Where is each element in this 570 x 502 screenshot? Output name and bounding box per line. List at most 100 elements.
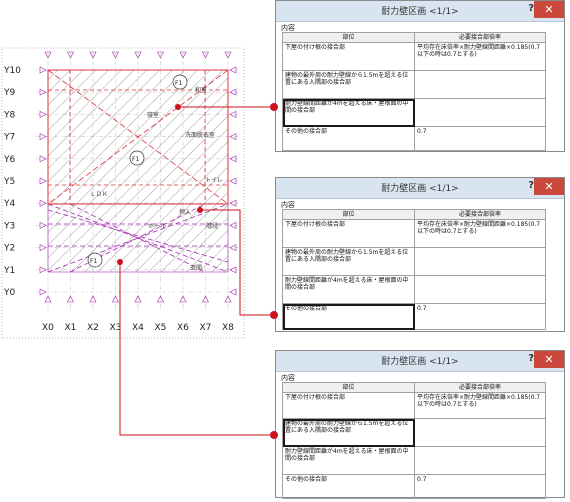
cell-rate[interactable] (414, 446, 546, 475)
room-label-toilet: トイレ (205, 177, 223, 184)
axis-marker (134, 51, 142, 59)
cell-rate[interactable]: 平均存在床倍率×耐力壁線間距離×0.185(0.7以下の時は0.7とする) (414, 219, 546, 248)
axis-marker (39, 177, 47, 185)
y-axis-label: Y9 (3, 88, 15, 98)
cell-part[interactable]: 建物の最外周の耐力壁線から1.5mを超える位置にある入隅部の接合部 (282, 247, 415, 276)
wall-section-dialog-2[interactable]: 耐力壁区画 <1/1> ? ✕ 内容 部位 必要接合部倍率 下屋の付け根の接合部… (275, 177, 565, 332)
dialog-title-bar[interactable]: 耐力壁区画 <1/1> ? ✕ (276, 178, 564, 199)
table-header-row: 部位 必要接合部倍率 (282, 382, 546, 393)
table-row[interactable]: 建物の最外周の耐力壁線から1.5mを超える位置にある入隅部の接合部 (282, 418, 546, 447)
x-axis-label: X4 (132, 323, 144, 333)
cell-rate[interactable]: 0.7 (414, 126, 546, 151)
cell-part-selected[interactable]: その他の接合部 (282, 303, 415, 330)
axis-marker (229, 88, 237, 96)
cell-part-selected[interactable]: 耐力壁線間距離が4mを超える床・屋根面の中間の接合部 (282, 98, 415, 127)
help-button[interactable]: ? (528, 353, 534, 364)
axis-markers (39, 51, 237, 303)
x-axis-label: X3 (110, 323, 122, 333)
upper-partition-lines (47, 69, 229, 205)
dialog-title-bar[interactable]: 耐力壁区画 <1/1> ? ✕ (276, 1, 564, 22)
axis-marker (202, 51, 209, 59)
table-row[interactable]: 下屋の付け根の接合部 平均存在床倍率×耐力壁線間距離×0.185(0.7以下の時… (282, 42, 546, 71)
cell-part[interactable]: 建物の最外周の耐力壁線から1.5mを超える位置にある入隅部の接合部 (282, 70, 415, 99)
room-label-ldk: ＬＤＫ (90, 191, 108, 198)
axis-marker (89, 51, 97, 59)
table-row[interactable]: その他の接合部 0.7 (282, 126, 546, 151)
cell-rate[interactable]: 平均存在床倍率×耐力壁線間距離×0.185(0.7以下の時は0.7とする) (414, 392, 546, 419)
y-axis-label: Y2 (3, 244, 15, 254)
table-row[interactable]: 下屋の付け根の接合部 平均存在床倍率×耐力壁線間距離×0.185(0.7以下の時… (282, 219, 546, 248)
cell-rate[interactable]: 平均存在床倍率×耐力壁線間距離×0.185(0.7以下の時は0.7とする) (414, 42, 546, 71)
y-axis-label: Y8 (3, 110, 15, 120)
table-row[interactable]: 建物の最外周の耐力壁線から1.5mを超える位置にある入隅部の接合部 (282, 247, 546, 276)
joint-rate-table: 部位 必要接合部倍率 下屋の付け根の接合部 平均存在床倍率×耐力壁線間距離×0.… (282, 32, 546, 151)
table-row[interactable]: 耐力壁線間距離が4mを超える床・屋根面の中間の接合部 (282, 446, 546, 475)
tab-content[interactable]: 内容 (281, 374, 295, 382)
help-button[interactable]: ? (528, 180, 534, 191)
callout-marker (270, 431, 278, 439)
axis-marker (44, 295, 52, 303)
table-row[interactable]: 耐力壁線間距離が4mを超える床・屋根面の中間の接合部 (282, 275, 546, 304)
cell-part[interactable]: 下屋の付け根の接合部 (282, 392, 415, 419)
cell-rate[interactable] (414, 98, 546, 127)
floor-markers: F1 F1 F1 (87, 74, 188, 268)
callout-marker (270, 103, 278, 111)
axis-marker (39, 133, 47, 141)
close-button[interactable]: ✕ (534, 351, 564, 368)
wall-section-dialog-3[interactable]: 耐力壁区画 <1/1> ? ✕ 内容 部位 必要接合部倍率 下屋の付け根の接合部… (275, 350, 565, 499)
cell-rate[interactable]: 0.7 (414, 303, 546, 330)
axis-marker (179, 295, 187, 303)
column-header-rate: 必要接合部倍率 (414, 32, 546, 43)
table-row[interactable]: その他の接合部 0.7 (282, 474, 546, 499)
cell-rate[interactable] (414, 418, 546, 447)
dialog-title-bar[interactable]: 耐力壁区画 <1/1> ? ✕ (276, 351, 564, 372)
axis-marker (112, 295, 119, 303)
table-row[interactable]: 耐力壁線間距離が4mを超える床・屋根面の中間の接合部 (282, 98, 546, 127)
table-row[interactable]: その他の接合部 0.7 (282, 303, 546, 330)
y-axis-label: Y6 (3, 155, 15, 165)
wall-section-dialog-1[interactable]: 耐力壁区画 <1/1> ? ✕ 内容 部位 必要接合部倍率 下屋の付け根の接合部… (275, 0, 565, 152)
cell-part[interactable]: その他の接合部 (282, 126, 415, 151)
help-button[interactable]: ? (528, 3, 534, 14)
axis-marker (39, 221, 47, 229)
table-header-row: 部位 必要接合部倍率 (282, 32, 546, 43)
x-axis-labels: X0 X1 X2 X3 X4 X5 X6 X7 X8 (42, 323, 234, 333)
axis-marker (39, 288, 47, 296)
axis-marker (39, 155, 47, 163)
cell-part[interactable]: 耐力壁線間距離が4mを超える床・屋根面の中間の接合部 (282, 275, 415, 304)
axis-marker (157, 295, 164, 303)
column-header-rate: 必要接合部倍率 (414, 382, 546, 393)
axis-marker (39, 266, 47, 274)
y-axis-label: Y7 (3, 133, 15, 143)
table-row[interactable]: 建物の最外周の耐力壁線から1.5mを超える位置にある入隅部の接合部 (282, 70, 546, 99)
cell-part[interactable]: 下屋の付け根の接合部 (282, 42, 415, 71)
axis-marker (39, 88, 47, 96)
tab-content[interactable]: 内容 (281, 201, 295, 209)
axis-marker (67, 51, 74, 59)
axis-marker (39, 66, 47, 74)
cell-part[interactable]: その他の接合部 (282, 474, 415, 499)
axis-marker (224, 51, 232, 59)
cell-rate[interactable] (414, 275, 546, 304)
cell-part[interactable]: 下屋の付け根の接合部 (282, 219, 415, 248)
floor-marker-label: F1 (90, 258, 97, 265)
cell-rate[interactable] (414, 70, 546, 99)
axis-marker (112, 51, 119, 59)
y-axis-label: Y4 (3, 199, 15, 209)
cell-part-selected[interactable]: 建物の最外周の耐力壁線から1.5mを超える位置にある入隅部の接合部 (282, 418, 415, 447)
cell-part[interactable]: 耐力壁線間距離が4mを超える床・屋根面の中間の接合部 (282, 446, 415, 475)
column-header-part: 部位 (282, 209, 415, 220)
y-axis-labels: Y10 Y9 Y8 Y7 Y6 Y5 Y4 Y3 Y2 Y1 Y0 (3, 66, 21, 298)
table-header-row: 部位 必要接合部倍率 (282, 209, 546, 220)
axis-marker (229, 177, 237, 185)
close-button[interactable]: ✕ (534, 178, 564, 195)
tab-content[interactable]: 内容 (281, 24, 295, 32)
close-button[interactable]: ✕ (534, 1, 564, 18)
table-row[interactable]: 下屋の付け根の接合部 平均存在床倍率×耐力壁線間距離×0.185(0.7以下の時… (282, 392, 546, 419)
y-axis-label: Y10 (3, 66, 21, 76)
cell-rate[interactable]: 0.7 (414, 474, 546, 499)
room-label-hall: ホール (148, 223, 166, 230)
cell-rate[interactable] (414, 247, 546, 276)
x-axis-label: X1 (65, 323, 77, 333)
